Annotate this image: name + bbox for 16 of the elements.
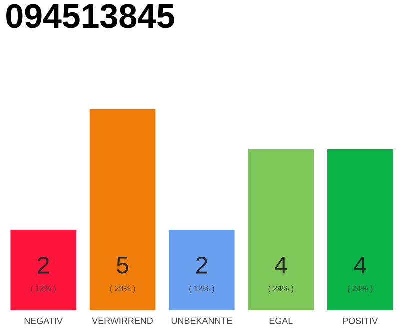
x-tick-label: POSITIV [343,318,378,324]
data-label: 2 [196,257,208,274]
x-tick-label: UNBEKANNTE [172,318,232,324]
x-tick-label: VERWIRREND [92,318,153,324]
x-tick-label: EGAL [270,318,293,324]
annotation: ( 24% ) [268,286,294,294]
annotation: ( 12% ) [190,286,214,294]
data-label: 5 [117,257,128,274]
chart-title: 094513845 [6,4,174,29]
annotation: ( 29% ) [110,286,136,294]
data-label: 2 [38,257,50,274]
x-tick-label: NEGATIV [24,318,63,324]
annotation: ( 24% ) [348,286,373,294]
data-label: 4 [275,257,288,274]
annotation: ( 12% ) [31,286,56,294]
data-label: 4 [354,257,366,274]
